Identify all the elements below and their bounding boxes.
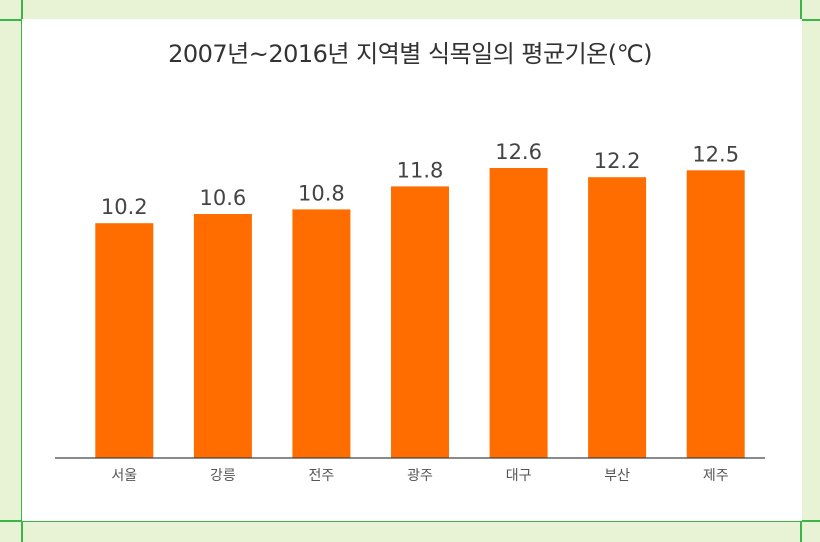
bar-7	[686, 170, 745, 459]
bar-value-label: 10.2	[101, 195, 148, 219]
bar-value-label: 10.6	[200, 186, 247, 210]
bar-3	[292, 209, 351, 458]
bar-value-label: 12.5	[692, 142, 739, 166]
bar-1	[95, 223, 154, 458]
bar-2	[193, 214, 252, 458]
category-label: 전주	[309, 468, 335, 484]
bar-5	[489, 168, 548, 458]
category-label: 부산	[604, 468, 630, 484]
category-label: 서울	[111, 468, 137, 484]
bar-value-label: 12.2	[594, 149, 641, 173]
category-label: 광주	[407, 468, 433, 484]
category-label: 제주	[703, 468, 729, 484]
chart-title: 2007년~2016년 지역별 식목일의 평균기온(℃)	[168, 40, 652, 68]
frame-line-bottom	[0, 520, 820, 522]
bars-layer	[95, 168, 745, 459]
bar-6	[588, 177, 647, 458]
category-label: 대구	[506, 468, 532, 484]
bar-value-label: 12.6	[495, 140, 542, 164]
category-labels-layer: 서울 강릉 전주 광주 대구 부산 제주	[111, 468, 728, 484]
value-labels-layer: 10.2 10.6 10.8 11.8 12.6 12.2 12.5	[101, 140, 739, 219]
bar-value-label: 11.8	[397, 158, 444, 182]
bar-4	[391, 186, 449, 458]
category-label: 강릉	[210, 468, 236, 484]
bar-value-label: 10.8	[298, 181, 345, 205]
